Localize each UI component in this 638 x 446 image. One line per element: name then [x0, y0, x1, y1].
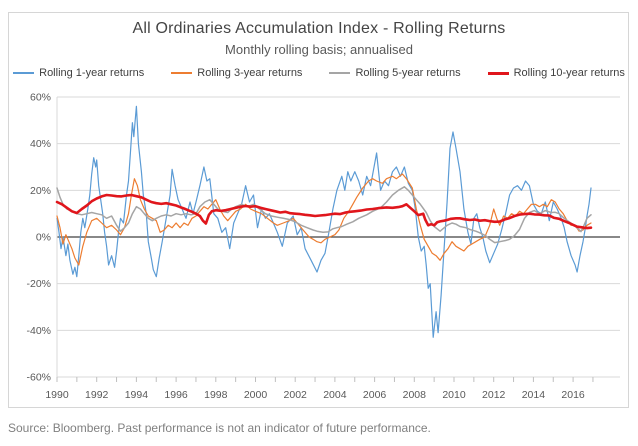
- x-tick-label: 2008: [403, 389, 427, 401]
- legend-line-swatch-rolling-5-year-returns: [329, 72, 351, 74]
- chart-card: [8, 12, 629, 408]
- legend-item-rolling-1-year-returns: Rolling 1-year returns: [13, 67, 144, 79]
- legend-label: Rolling 10-year returns: [513, 67, 625, 79]
- y-tick-label: -60%: [26, 371, 51, 383]
- series-line-rolling-5-year-returns: [56, 186, 592, 244]
- legend-line-swatch-rolling-10-year-returns: [487, 71, 509, 75]
- x-tick-label: 2004: [323, 389, 347, 401]
- x-tick-label: 1998: [204, 389, 228, 401]
- y-tick-label: 40%: [30, 138, 51, 150]
- source-note: Source: Bloomberg. Past performance is n…: [8, 421, 431, 435]
- y-tick-label: -20%: [26, 278, 51, 290]
- legend-label: Rolling 3-year returns: [197, 67, 303, 79]
- legend-label: Rolling 5-year returns: [355, 67, 461, 79]
- chart-title: All Ordinaries Accumulation Index - Roll…: [132, 20, 506, 37]
- series-line-rolling-10-year-returns: [55, 193, 593, 230]
- x-tick-label: 2016: [561, 389, 585, 401]
- legend-item-rolling-3-year-returns: Rolling 3-year returns: [171, 67, 302, 79]
- legend-line-swatch-rolling-3-year-returns: [171, 72, 193, 74]
- series-line-rolling-1-year-returns: [56, 105, 592, 338]
- x-tick-label: 2012: [482, 389, 506, 401]
- x-tick-label: 2014: [522, 389, 546, 401]
- legend-line-swatch-rolling-1-year-returns: [13, 72, 35, 74]
- x-tick-label: 1994: [125, 389, 149, 401]
- chart-legend: Rolling 1-year returns Rolling 3-year ret…: [0, 67, 638, 79]
- y-tick-label: -40%: [26, 325, 51, 337]
- x-tick-label: 2010: [442, 389, 466, 401]
- x-tick-label: 1992: [85, 389, 109, 401]
- y-tick-label: 60%: [30, 92, 51, 104]
- x-tick-label: 2002: [284, 389, 308, 401]
- y-tick-label: 0%: [36, 232, 51, 244]
- x-tick-label: 2000: [244, 389, 268, 401]
- x-tick-label: 1996: [164, 389, 188, 401]
- legend-item-rolling-10-year-returns: Rolling 10-year returns: [487, 67, 625, 79]
- x-tick-label: 1990: [45, 389, 69, 401]
- series-line-rolling-3-year-returns: [56, 173, 592, 266]
- legend-label: Rolling 1-year returns: [39, 67, 145, 79]
- chart-subtitle: Monthly rolling basis; annualised: [225, 42, 413, 57]
- legend-item-rolling-5-year-returns: Rolling 5-year returns: [329, 67, 461, 79]
- y-tick-label: 20%: [30, 185, 51, 197]
- x-tick-label: 2006: [363, 389, 387, 401]
